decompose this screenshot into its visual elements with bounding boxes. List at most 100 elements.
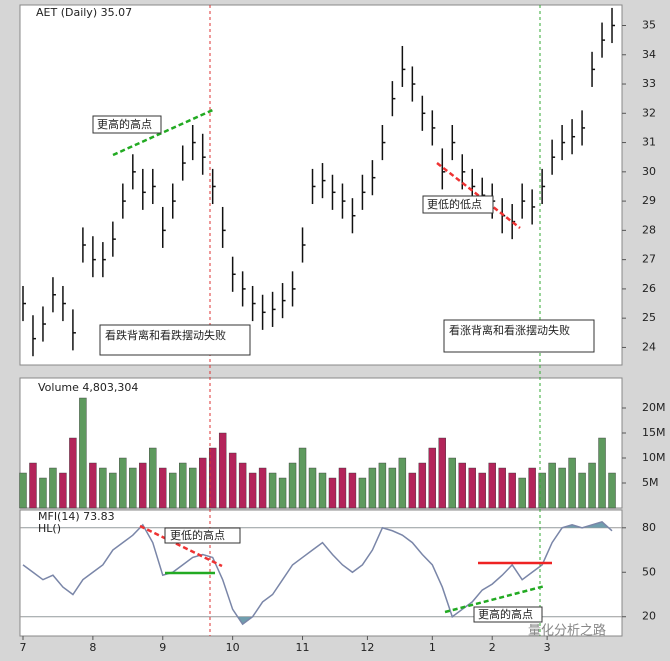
volume-bar <box>568 457 576 509</box>
volume-bar <box>39 477 47 509</box>
x-tick-label: 8 <box>89 641 96 654</box>
y-tick-label: 24 <box>642 340 656 353</box>
annotation-box <box>422 195 494 214</box>
volume-bar <box>498 467 506 509</box>
volume-bar <box>388 467 397 509</box>
volume-bar <box>438 437 446 509</box>
trend-line <box>139 524 223 568</box>
volume-bar <box>308 467 317 509</box>
volume-bar <box>448 457 456 509</box>
volume-bar <box>179 462 187 509</box>
y-tick-label: 32 <box>642 106 656 119</box>
volume-bar <box>19 472 27 509</box>
volume-bar <box>528 467 536 509</box>
volume-bar <box>368 467 377 509</box>
y-tick-label: 15M <box>642 426 666 439</box>
volume-bar <box>318 472 327 509</box>
watermark: 量化分析之路 <box>528 623 606 639</box>
volume-bar <box>588 462 596 509</box>
trend-line <box>112 107 216 157</box>
y-tick-label: 20M <box>642 401 666 414</box>
x-tick-label: 3 <box>544 641 551 654</box>
volume-bar <box>578 472 586 509</box>
mfi-line <box>22 521 613 626</box>
volume-bar <box>298 447 307 509</box>
x-tick-label: 10 <box>226 641 240 654</box>
volume-bar <box>558 467 566 509</box>
y-tick-label: 27 <box>642 253 656 266</box>
y-tick-label: 50 <box>642 565 656 578</box>
volume-bar <box>548 462 556 509</box>
volume-bar <box>228 452 237 509</box>
volume-bar <box>89 462 97 509</box>
x-tick-label: 12 <box>360 641 374 654</box>
volume-bar <box>378 462 387 509</box>
volume-bar <box>29 462 37 509</box>
annotation-box <box>443 319 595 353</box>
annotation-box <box>164 527 241 544</box>
volume-bar <box>608 472 616 509</box>
volume-bar <box>69 437 77 509</box>
volume-bar <box>198 457 207 509</box>
volume-bar <box>348 472 357 509</box>
volume-bar <box>258 467 267 509</box>
y-tick-label: 26 <box>642 282 656 295</box>
price-panel <box>19 4 623 366</box>
volume-bar <box>478 472 486 509</box>
volume-bar <box>248 472 257 509</box>
volume-bar <box>189 467 197 509</box>
annotation-box <box>99 324 251 356</box>
annotation: 更高的高点 <box>478 607 533 621</box>
volume-bar <box>119 457 127 509</box>
volume-bar <box>149 447 157 509</box>
annotation-box <box>473 606 543 623</box>
x-tick-label: 1 <box>429 641 436 654</box>
y-tick-label: 33 <box>642 77 656 90</box>
chart-title: Volume 4,803,304 <box>38 381 138 394</box>
volume-bar <box>458 462 466 509</box>
chart-title: MFI(14) 73.83 <box>38 510 115 523</box>
y-tick-label: 25 <box>642 311 656 324</box>
annotation: 更低的高点 <box>170 528 225 542</box>
annotation: 更高的高点 <box>97 117 152 131</box>
x-tick-label: 7 <box>19 641 26 654</box>
volume-bar <box>278 477 287 509</box>
volume-bar <box>169 472 177 509</box>
volume-bar <box>129 467 137 509</box>
y-tick-label: 20 <box>642 610 656 623</box>
volume-bar <box>398 457 407 509</box>
y-tick-label: 80 <box>642 521 656 534</box>
annotation-box <box>92 115 162 134</box>
annotation: 更低的低点 <box>427 197 482 211</box>
volume-bar <box>508 472 516 509</box>
chart-title: AET (Daily) 35.07 <box>36 6 132 19</box>
trend-line <box>444 584 546 614</box>
volume-bar <box>328 477 337 509</box>
volume-bar <box>418 462 427 509</box>
plot-layer: 2425262728293031323334355M10M15M20M20508… <box>19 7 666 654</box>
volume-bar <box>538 472 546 509</box>
x-tick-label: 2 <box>489 641 496 654</box>
volume-bar <box>208 447 217 509</box>
y-tick-label: 28 <box>642 223 656 236</box>
y-tick-label: 34 <box>642 48 656 61</box>
volume-bar <box>268 472 277 509</box>
volume-bar <box>238 462 247 509</box>
volume-bar <box>288 462 297 509</box>
legend-label: HL() <box>38 522 61 535</box>
volume-bar <box>49 467 57 509</box>
volume-bar <box>468 467 476 509</box>
volume-bar <box>598 437 606 509</box>
annotation: 看涨背离和看涨摆动失败 <box>449 323 570 337</box>
volume-bar <box>79 397 87 509</box>
y-tick-label: 30 <box>642 165 656 178</box>
y-tick-label: 5M <box>642 476 659 489</box>
volume-bar <box>59 472 67 509</box>
volume-bar <box>159 467 167 509</box>
volume-bar <box>408 472 417 509</box>
volume-bar <box>99 467 107 509</box>
x-tick-label: 9 <box>159 641 166 654</box>
volume-bar <box>109 472 117 509</box>
x-tick-label: 11 <box>296 641 310 654</box>
